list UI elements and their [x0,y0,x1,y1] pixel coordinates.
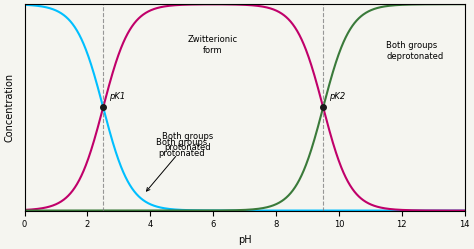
Y-axis label: Concentration: Concentration [4,73,14,142]
Text: Zwitterionic
form: Zwitterionic form [188,35,238,55]
Text: Both groups
protonated: Both groups protonated [146,132,214,191]
Text: pK2: pK2 [329,92,346,101]
Text: Both groups
deprotonated: Both groups deprotonated [386,41,443,61]
X-axis label: pH: pH [238,235,251,245]
Text: Both groups
protonated: Both groups protonated [156,138,207,158]
Text: pK1: pK1 [109,92,126,101]
